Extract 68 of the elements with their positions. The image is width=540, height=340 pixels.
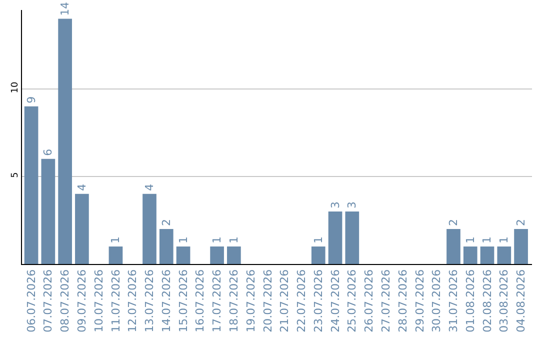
x-tick-label: 18.07.2026 bbox=[228, 269, 241, 332]
x-tick-label: 28.07.2026 bbox=[396, 269, 410, 332]
x-tick-label: 07.07.2026 bbox=[42, 269, 55, 332]
y-tick-label: 10 bbox=[10, 81, 20, 94]
bar bbox=[142, 194, 156, 264]
data-label: 1 bbox=[109, 236, 122, 244]
data-label: 1 bbox=[464, 236, 477, 244]
data-label: 1 bbox=[210, 236, 224, 244]
bar bbox=[58, 18, 72, 264]
data-label: 3 bbox=[346, 201, 359, 208]
x-tick-label: 12.07.2026 bbox=[126, 269, 140, 332]
bar bbox=[41, 158, 56, 264]
x-tick-label: 19.07.2026 bbox=[244, 269, 258, 332]
bar bbox=[210, 246, 224, 264]
x-tick-label: 04.08.2026 bbox=[514, 269, 528, 332]
x-tick-label: 08.07.2026 bbox=[58, 269, 72, 332]
bar bbox=[446, 228, 460, 264]
x-tick-label: 14.07.2026 bbox=[160, 269, 173, 332]
data-label: 2 bbox=[446, 218, 460, 226]
x-tick-label: 17.07.2026 bbox=[210, 269, 224, 332]
bar bbox=[514, 228, 528, 264]
x-tick-label: 16.07.2026 bbox=[194, 269, 207, 332]
x-tick-label: 26.07.2026 bbox=[362, 269, 376, 332]
data-label: 1 bbox=[227, 236, 240, 244]
data-label: 6 bbox=[42, 148, 55, 156]
x-tick-label: 15.07.2026 bbox=[176, 269, 190, 332]
data-label: 1 bbox=[176, 236, 190, 244]
bar bbox=[463, 246, 478, 264]
x-tick-label: 13.07.2026 bbox=[143, 269, 156, 332]
data-label: 1 bbox=[498, 236, 511, 244]
bar bbox=[108, 246, 123, 264]
x-tick-label: 10.07.2026 bbox=[92, 269, 106, 332]
x-tick-label: 27.07.2026 bbox=[379, 269, 392, 332]
data-label: 4 bbox=[143, 184, 156, 191]
data-label: 1 bbox=[480, 236, 494, 244]
data-label: 9 bbox=[24, 96, 38, 104]
y-tick-label: 5 bbox=[10, 172, 20, 178]
bar bbox=[227, 246, 241, 264]
x-tick-label: 06.07.2026 bbox=[24, 269, 38, 332]
x-tick-label: 09.07.2026 bbox=[76, 269, 89, 332]
x-tick-label: 02.08.2026 bbox=[480, 269, 494, 332]
x-tick-label: 21.07.2026 bbox=[278, 269, 292, 332]
data-label: 2 bbox=[514, 218, 528, 226]
x-tick-label: 23.07.2026 bbox=[312, 269, 325, 332]
bar bbox=[497, 246, 512, 264]
data-label: 1 bbox=[312, 236, 325, 244]
data-label: 3 bbox=[328, 201, 342, 208]
x-tick-label: 30.07.2026 bbox=[430, 269, 444, 332]
bar bbox=[345, 211, 360, 264]
bar bbox=[176, 246, 190, 264]
bar bbox=[311, 246, 326, 264]
x-tick-label: 25.07.2026 bbox=[346, 269, 359, 332]
x-tick-label: 01.08.2026 bbox=[464, 269, 477, 332]
data-label: 4 bbox=[75, 184, 88, 191]
x-tick-label: 11.07.2026 bbox=[109, 269, 122, 332]
x-tick-label: 29.07.2026 bbox=[413, 269, 426, 332]
x-tick-label: 20.07.2026 bbox=[261, 269, 274, 332]
x-tick-label: 22.07.2026 bbox=[295, 269, 308, 332]
bar bbox=[480, 246, 494, 264]
bar bbox=[75, 194, 89, 264]
bar bbox=[24, 106, 38, 264]
x-tick-label: 24.07.2026 bbox=[328, 269, 342, 332]
data-label: 2 bbox=[160, 218, 173, 226]
data-label: 14 bbox=[58, 2, 72, 16]
x-tick-label: 31.07.2026 bbox=[447, 269, 460, 332]
bar bbox=[159, 228, 174, 264]
bar bbox=[328, 211, 342, 264]
x-tick-label: 03.08.2026 bbox=[498, 269, 511, 332]
